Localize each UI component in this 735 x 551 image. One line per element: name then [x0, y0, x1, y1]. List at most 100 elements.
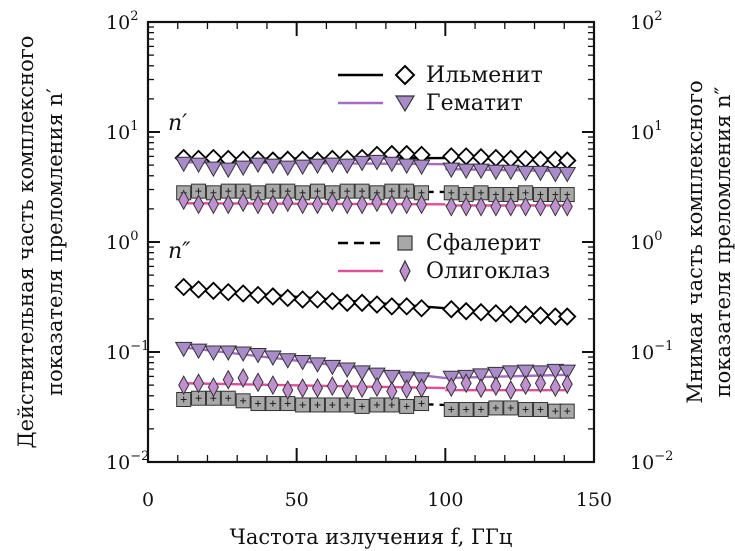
point-hematite-imag: [234, 346, 253, 362]
point-hematite-imag: [531, 365, 550, 381]
point-hematite-real: [234, 160, 253, 177]
point-oligoclase-imag: [356, 378, 368, 399]
point-hematite-real: [353, 155, 371, 172]
x-tick-label: 50: [285, 489, 309, 511]
tick-exponent: −1: [130, 339, 149, 354]
point-ilmenite-imag: [233, 284, 253, 303]
point-hematite-real: [338, 158, 357, 175]
y-tick-label-right: 102: [630, 9, 662, 34]
point-oligoclase-real: [178, 190, 190, 211]
point-hematite-imag: [558, 364, 577, 381]
point-ilmenite-imag: [486, 303, 506, 323]
y-tick-label-left: 10−1: [106, 339, 149, 364]
point-hematite-imag: [219, 345, 238, 362]
point-hematite-real: [249, 157, 267, 174]
point-hematite-imag: [516, 364, 535, 381]
point-hematite-real: [558, 166, 577, 183]
legend-marker-sphalerite: [397, 235, 413, 251]
point-oligoclase-real: [252, 194, 264, 215]
point-oligoclase-real: [341, 194, 353, 215]
point-ilmenite-imag: [367, 295, 387, 314]
point-oligoclase-real: [386, 194, 398, 215]
point-hematite-real: [397, 158, 416, 175]
point-hematite-real: [382, 156, 401, 173]
point-ilmenite-imag: [248, 285, 268, 305]
point-ilmenite-imag: [516, 305, 535, 324]
point-oligoclase-real: [445, 196, 457, 217]
point-oligoclase-real: [192, 194, 205, 215]
y-tick-label-right: 10−2: [630, 449, 673, 474]
point-hematite-real: [368, 154, 386, 171]
tick-base: 10: [106, 12, 130, 34]
point-oligoclase-real: [297, 194, 309, 215]
point-oligoclase-imag: [460, 373, 472, 394]
tick-base: 10: [106, 342, 130, 364]
tick-exponent: 0: [654, 229, 662, 244]
legend-label-ilmenite: Ильменит: [426, 63, 543, 88]
point-hematite-real: [308, 158, 327, 175]
point-ilmenite-imag: [219, 282, 238, 302]
point-oligoclase-imag: [371, 377, 383, 398]
point-ilmenite-imag: [337, 293, 357, 313]
y-axis-label-left-line1: Действительная часть комплексного: [14, 36, 38, 449]
legend-label-hematite: Гематит: [426, 91, 523, 116]
point-oligoclase-imag: [520, 375, 532, 396]
point-oligoclase-real: [549, 196, 561, 217]
point-oligoclase-real: [311, 194, 324, 215]
point-ilmenite-imag: [263, 287, 283, 306]
point-ilmenite-imag: [501, 305, 521, 324]
point-hematite-imag: [278, 353, 297, 369]
point-oligoclase-imag: [475, 378, 487, 399]
point-oligoclase-real: [475, 196, 487, 217]
y-tick-label-left: 10−2: [106, 449, 149, 474]
point-ilmenite-imag: [204, 281, 223, 301]
point-hematite-imag: [204, 345, 223, 362]
point-oligoclase-real: [415, 194, 428, 215]
tick-base: 10: [106, 452, 130, 474]
tick-exponent: 1: [130, 119, 138, 134]
y-tick-label-right: 100: [630, 229, 662, 254]
x-axis-label: Частота излучения f, ГГц: [230, 525, 513, 549]
point-hematite-real: [219, 162, 238, 179]
point-ilmenite-imag: [471, 302, 491, 322]
point-hematite-imag: [264, 350, 282, 367]
y-tick-label-right: 101: [630, 119, 662, 144]
point-hematite-real: [487, 164, 505, 181]
point-oligoclase-imag: [505, 380, 517, 401]
point-oligoclase-real: [520, 196, 532, 217]
point-ilmenite-imag: [308, 290, 327, 309]
point-hematite-imag: [174, 341, 193, 358]
point-oligoclase-imag: [326, 376, 338, 397]
point-oligoclase-real: [505, 196, 517, 217]
point-oligoclase-real: [460, 196, 472, 217]
tick-base: 10: [630, 342, 654, 364]
point-hematite-imag: [546, 363, 565, 380]
point-oligoclase-imag: [534, 373, 547, 394]
point-hematite-imag: [338, 362, 357, 379]
point-oligoclase-real: [267, 194, 279, 215]
point-hematite-imag: [189, 343, 208, 360]
legend-marker-oligoclase: [399, 259, 411, 283]
legend-label-oligoclase: Олигоклаз: [426, 259, 550, 284]
y-axis-label-left-line2: показателя преломления n′: [43, 88, 67, 396]
point-oligoclase-imag: [222, 369, 234, 390]
tick-base: 10: [630, 122, 654, 144]
point-ilmenite-imag: [278, 288, 298, 308]
point-oligoclase-imag: [267, 375, 279, 396]
point-oligoclase-imag: [401, 379, 413, 400]
point-oligoclase-imag: [561, 374, 573, 395]
point-hematite-real: [457, 163, 476, 180]
point-ilmenite-imag: [189, 280, 208, 299]
point-ilmenite-imag: [382, 297, 402, 316]
legend-lower: Сфалерит Олигоклаз: [338, 231, 550, 284]
point-ilmenite-imag: [531, 306, 550, 325]
point-ilmenite-real: [557, 151, 577, 170]
legend-label-sphalerite: Сфалерит: [426, 231, 541, 256]
point-ilmenite-imag: [293, 290, 312, 309]
tick-exponent: 2: [654, 9, 662, 24]
series-markers: [174, 144, 577, 419]
point-hematite-imag: [397, 371, 416, 388]
y-axis-label-right-line1: Мнимая часть комплексного: [683, 80, 707, 403]
point-oligoclase-imag: [490, 376, 502, 397]
point-hematite-real: [293, 159, 312, 176]
